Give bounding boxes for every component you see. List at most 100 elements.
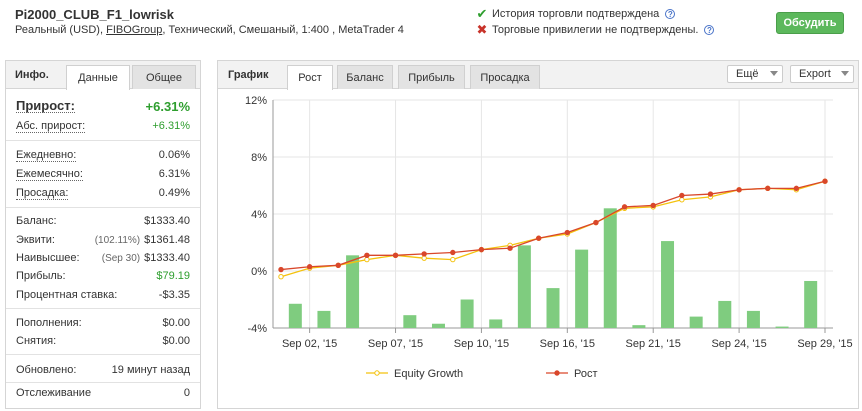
chevron-down-icon (841, 71, 849, 76)
interest-label: Процентная ставка: (16, 289, 118, 301)
equity-value: $1361.48 (144, 234, 190, 246)
equity-growth-point (364, 256, 370, 263)
interest-value: -$3.35 (158, 289, 190, 301)
growth-point (450, 249, 456, 256)
abs-gain-label: Абс. прирост: (16, 119, 86, 133)
divider (6, 140, 200, 141)
y-tick-label: -4% (247, 323, 267, 335)
growth-point (478, 246, 485, 253)
history-verified-status: ✔ История торговли подтверждена ? (476, 6, 676, 21)
equity-label: Эквити: (16, 234, 55, 246)
tab-general[interactable]: Общее (132, 65, 196, 89)
withdrawals-row: Снятия: $0.00 (16, 333, 190, 349)
y-tick-label: 12% (245, 95, 267, 107)
legend-label: Equity Growth (394, 368, 463, 380)
growth-point (679, 192, 685, 199)
drawdown-label: Просадка: (16, 186, 69, 200)
legend-marker (554, 370, 560, 376)
equity-growth-point (679, 197, 685, 203)
privileges-text: Торговые привилегии не подтверждены. (492, 24, 699, 36)
export-dropdown[interactable]: Export (790, 65, 854, 83)
tracking-label: Отслеживание (16, 387, 92, 399)
abs-gain-row: Абс. прирост: +6.31% (16, 118, 190, 134)
highest-value: $1333.40 (144, 252, 190, 264)
tab-drawdown[interactable]: Просадка (470, 65, 540, 89)
divider (6, 308, 200, 309)
legend-label: Рост (574, 368, 598, 380)
withdrawals-value: $0.00 (162, 335, 190, 347)
daily-value: 0.06% (158, 149, 190, 161)
profit-label: Прибыль: (16, 270, 66, 282)
info-panel: Инфо. Данные Общее Прирост: +6.31% Абс. … (5, 60, 201, 409)
growth-point (278, 266, 284, 273)
drawdown-row: Просадка: 0.49% (16, 185, 190, 201)
updated-value: 19 минут назад (111, 364, 190, 376)
bar (546, 288, 560, 328)
abs-gain-value: +6.31% (152, 120, 190, 132)
account-type: Реальный (USD), (15, 24, 107, 36)
chart-panel-label: График (228, 69, 269, 81)
tab-balance[interactable]: Баланс (337, 65, 393, 89)
bar (804, 280, 818, 328)
updated-row: Обновлено: 19 минут назад (16, 362, 190, 378)
balance-value: $1333.40 (144, 215, 190, 227)
equity-growth-line (280, 180, 826, 278)
highest-label: Наивысшее: (16, 252, 80, 264)
x-tick-label: Sep 29, '15 (797, 338, 852, 350)
growth-point (650, 202, 656, 209)
export-dropdown-label: Export (799, 68, 831, 80)
tracking-row: Отслеживание 0 (16, 385, 190, 401)
x-tick-label: Sep 16, '15 (540, 338, 595, 350)
discuss-button[interactable]: Обсудить (776, 12, 844, 34)
deposits-value: $0.00 (162, 317, 190, 329)
tab-data[interactable]: Данные (66, 65, 130, 90)
y-tick-label: 8% (251, 152, 267, 164)
interest-row: Процентная ставка: -$3.35 (16, 287, 190, 303)
bar (718, 300, 732, 328)
bar (317, 310, 331, 328)
growth-point (736, 187, 742, 193)
balance-row: Баланс: $1333.40 (16, 213, 190, 229)
bar (288, 303, 302, 328)
equity-percent: (102.11%) (94, 235, 141, 246)
gain-value: +6.31% (145, 98, 190, 114)
monthly-value: 6.31% (158, 168, 190, 180)
check-icon: ✔ (476, 6, 488, 21)
bar (689, 316, 703, 328)
deposits-row: Пополнения: $0.00 (16, 315, 190, 331)
tab-growth[interactable]: Рост (287, 65, 333, 90)
profit-row: Прибыль: $79.19 (16, 268, 190, 284)
bar (661, 241, 675, 328)
growth-point (793, 185, 800, 192)
x-tick-label: Sep 21, '15 (626, 338, 681, 350)
chart-tabs: График Рост Баланс Прибыль Просадка Ещё … (218, 61, 858, 90)
history-verified-text: История торговли подтверждена (492, 8, 660, 20)
cross-icon: ✖ (476, 22, 488, 37)
equity-growth-point (421, 255, 427, 261)
gain-row: Прирост: +6.31% (16, 98, 190, 114)
help-icon[interactable]: ? (704, 25, 715, 35)
growth-point (364, 252, 370, 259)
divider (6, 207, 200, 208)
privileges-status: ✖ Торговые привилегии не подтверждены. ? (476, 22, 715, 37)
divider (6, 382, 200, 383)
monthly-row: Ежемесячно: 6.31% (16, 166, 190, 182)
bar (632, 325, 646, 328)
equity-growth-point (278, 274, 284, 280)
growth-point (822, 178, 828, 184)
bar (489, 319, 503, 328)
y-tick-label: 4% (251, 209, 267, 221)
divider (6, 354, 200, 355)
equity-growth-point (450, 256, 456, 263)
growth-line (280, 180, 826, 271)
balance-label: Баланс: (16, 215, 57, 227)
growth-point (306, 264, 313, 270)
more-dropdown[interactable]: Ещё (727, 65, 783, 83)
more-dropdown-label: Ещё (736, 68, 759, 80)
help-icon[interactable]: ? (665, 9, 676, 19)
bar (775, 326, 789, 328)
growth-point (421, 251, 427, 257)
broker-link[interactable]: FIBOGroup (106, 24, 163, 36)
x-tick-label: Sep 10, '15 (454, 338, 509, 350)
tab-profit[interactable]: Прибыль (398, 65, 465, 89)
